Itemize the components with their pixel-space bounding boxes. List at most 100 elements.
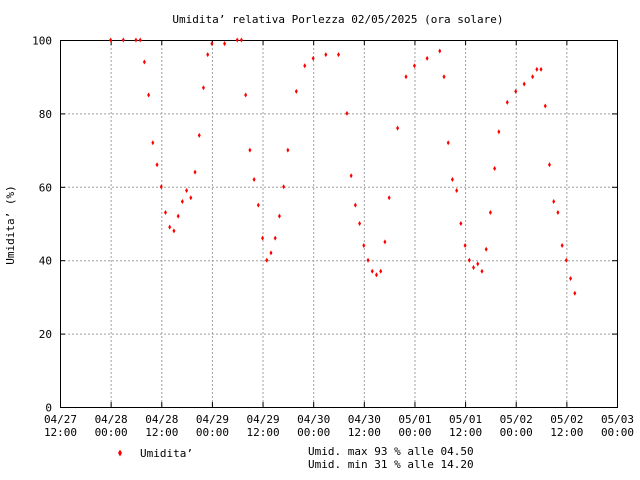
- axes: 02040608010004/2712:0004/2800:0004/2812:…: [32, 35, 634, 440]
- data-point: [463, 243, 467, 249]
- x-tick-date-label: 05/02: [500, 413, 533, 426]
- data-point: [379, 268, 383, 274]
- chart-title: Umidita’ relativa Porlezza 02/05/2025 (o…: [172, 13, 503, 26]
- data-point: [539, 66, 543, 72]
- data-point: [197, 132, 201, 138]
- data-point: [235, 37, 239, 43]
- x-tick-time-label: 00:00: [196, 426, 229, 439]
- max-humidity-note: Umid. max 93 % alle 04.50: [308, 445, 474, 458]
- x-tick-time-label: 12:00: [44, 426, 77, 439]
- data-point: [573, 290, 577, 296]
- y-tick-label: 0: [45, 402, 52, 415]
- data-point: [370, 268, 374, 274]
- y-tick-label: 20: [39, 328, 52, 341]
- data-point: [163, 209, 167, 215]
- data-point: [514, 88, 518, 94]
- data-point: [472, 265, 476, 271]
- data-point: [358, 221, 362, 226]
- data-point: [450, 176, 454, 182]
- data-point: [193, 169, 197, 175]
- data-point: [210, 41, 214, 47]
- plot-frame: [60, 40, 618, 408]
- data-point: [412, 63, 416, 69]
- data-point: [134, 37, 138, 43]
- x-tick-date-label: 05/01: [449, 413, 482, 426]
- data-point: [180, 198, 184, 204]
- x-tick-time-label: 12:00: [550, 426, 583, 439]
- data-point: [252, 176, 256, 182]
- data-point: [273, 235, 277, 241]
- data-point: [442, 74, 446, 80]
- y-tick-label: 40: [39, 255, 52, 268]
- data-point: [535, 66, 539, 72]
- data-point: [480, 268, 484, 274]
- x-tick-time-label: 00:00: [297, 426, 330, 439]
- x-tick-time-label: 00:00: [398, 426, 431, 439]
- data-point: [455, 187, 459, 193]
- data-point: [531, 74, 535, 80]
- x-tick-time-label: 12:00: [449, 426, 482, 439]
- x-tick-time-label: 12:00: [145, 426, 178, 439]
- data-point: [362, 243, 366, 249]
- data-point: [493, 165, 497, 171]
- data-point: [185, 187, 189, 193]
- min-humidity-note: Umid. min 31 % alle 14.20: [308, 458, 474, 471]
- data-point: [256, 202, 260, 208]
- legend: Umidita’: [118, 447, 193, 460]
- data-point: [560, 243, 564, 249]
- grid: [60, 40, 617, 407]
- data-point: [282, 184, 286, 190]
- y-tick-label: 100: [32, 35, 52, 48]
- data-point: [425, 55, 429, 61]
- data-point: [552, 198, 556, 204]
- data-point: [189, 195, 193, 201]
- x-tick-time-label: 00:00: [95, 426, 128, 439]
- x-tick-time-label: 12:00: [348, 426, 381, 439]
- data-point: [497, 129, 501, 135]
- data-point: [121, 37, 125, 43]
- data-point: [244, 92, 248, 98]
- data-point: [353, 202, 357, 208]
- data-point: [337, 52, 340, 58]
- x-tick-date-label: 05/03: [601, 413, 634, 426]
- x-tick-date-label: 04/29: [196, 413, 229, 426]
- data-point: [269, 250, 273, 256]
- y-tick-label: 80: [39, 108, 52, 121]
- data-point: [294, 88, 298, 94]
- data-point: [261, 235, 265, 241]
- x-tick-date-label: 04/28: [95, 413, 128, 426]
- data-point: [223, 41, 227, 47]
- x-tick-date-label: 04/30: [348, 413, 381, 426]
- data-point: [345, 110, 349, 116]
- data-point: [155, 162, 159, 168]
- data-point: [383, 239, 387, 245]
- data-point: [176, 213, 180, 219]
- data-point: [556, 209, 560, 215]
- data-point: [142, 59, 146, 65]
- y-tick-label: 60: [39, 181, 52, 194]
- x-tick-time-label: 12:00: [246, 426, 279, 439]
- data-point: [446, 140, 450, 146]
- x-tick-date-label: 05/02: [550, 413, 583, 426]
- x-tick-date-label: 05/01: [398, 413, 431, 426]
- data-point: [366, 257, 370, 263]
- data-point: [311, 55, 315, 61]
- data-point: [168, 224, 172, 230]
- x-tick-time-label: 00:00: [601, 426, 634, 439]
- x-tick-date-label: 04/30: [297, 413, 330, 426]
- data-point: [387, 195, 391, 201]
- data-point: [374, 272, 378, 278]
- data-point: [159, 184, 163, 190]
- data-point: [543, 103, 547, 109]
- data-point: [396, 125, 400, 131]
- data-point: [138, 37, 142, 43]
- legend-marker: [118, 449, 122, 457]
- data-point: [484, 246, 488, 252]
- data-point: [303, 63, 307, 69]
- data-point: [286, 147, 290, 153]
- x-tick-date-label: 04/27: [44, 413, 77, 426]
- data-point: [505, 99, 509, 105]
- data-point: [248, 147, 252, 153]
- data-point: [265, 257, 269, 263]
